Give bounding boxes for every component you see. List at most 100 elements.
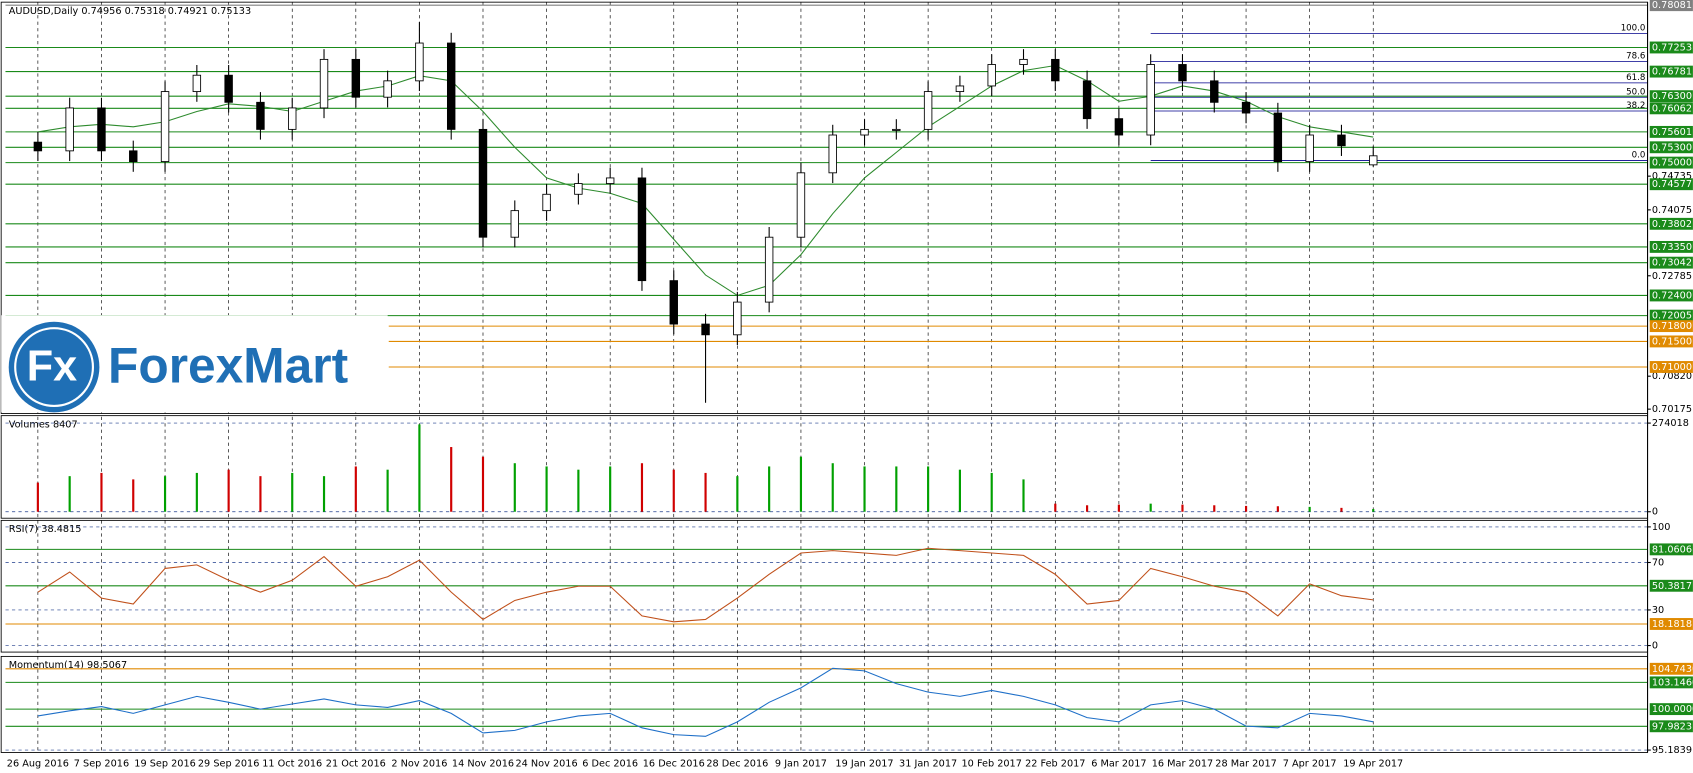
level-tag [1649, 579, 1693, 592]
volume-bar [227, 469, 230, 512]
volume-bar [704, 472, 707, 512]
candle-body [955, 85, 965, 93]
x-tick-label: 6 Dec 2016 [582, 758, 638, 769]
volume-bar [958, 469, 961, 512]
level-tag [1649, 65, 1693, 78]
volume-bar [1117, 504, 1120, 512]
volume-bar [418, 424, 421, 512]
x-tick-label: 16 Dec 2016 [643, 758, 705, 769]
level-label: 0.72005 [1652, 311, 1692, 322]
candle-body [319, 58, 329, 109]
level-label: 81.0606 [1652, 544, 1692, 555]
volume-bar [291, 472, 294, 512]
x-tick-label: 28 Dec 2016 [706, 758, 768, 769]
candle-body [574, 183, 583, 195]
candle-body [33, 141, 43, 152]
volume-bar [100, 472, 103, 512]
panel-title: Volumes 8407 [9, 419, 78, 430]
volume-bar [386, 469, 389, 512]
x-tick-label: 22 Feb 2017 [1025, 758, 1085, 769]
volume-bar [1213, 505, 1216, 512]
logo-name: ForexMart [108, 337, 348, 393]
volume-bar [1276, 506, 1279, 512]
volume-bar [1308, 506, 1311, 512]
logo-ring [14, 327, 95, 408]
fib-label: 100.0 [1621, 23, 1646, 33]
candle-body [733, 301, 742, 336]
x-tick-label: 7 Apr 2017 [1283, 758, 1337, 769]
candle-body [160, 91, 170, 163]
y-tick-label: 0.72785 [1652, 271, 1692, 282]
x-tick-label: 29 Sep 2016 [198, 758, 260, 769]
level-tag [1649, 309, 1693, 322]
candle-body [478, 128, 488, 238]
candle-body [923, 91, 933, 130]
level-label: 0.77253 [1652, 42, 1692, 53]
volume-bar [1340, 507, 1343, 512]
level-label: 0.73042 [1652, 258, 1692, 269]
level-tag [1649, 662, 1693, 675]
volume-bar [609, 466, 612, 512]
volume-bar [1086, 505, 1089, 512]
candle-body [351, 58, 361, 98]
volume-bar [322, 476, 326, 512]
fib-label: 61.8 [1626, 73, 1645, 83]
x-tick-label: 16 Mar 2017 [1152, 758, 1214, 769]
candle-body [669, 280, 678, 325]
y-tick-label: 274018 [1652, 418, 1689, 429]
volume-bar [768, 466, 771, 512]
candle-body [828, 134, 837, 174]
level-tag [1649, 703, 1693, 716]
candle-body [1051, 58, 1060, 82]
volume-bar [577, 469, 580, 512]
fib-label: 50.0 [1626, 87, 1645, 97]
y-tick-label: 0 [1652, 641, 1658, 652]
level-label: 0.71500 [1652, 336, 1692, 347]
x-tick-label: 14 Nov 2016 [452, 758, 514, 769]
volume-bar [640, 463, 644, 512]
level-label: 0.78081 [1652, 0, 1692, 11]
candle-body [542, 193, 551, 212]
x-tick-label: 11 Oct 2016 [262, 758, 322, 769]
x-tick-label: 19 Jan 2017 [835, 758, 893, 769]
level-tag [1649, 320, 1693, 333]
level-label: 0.75000 [1652, 158, 1692, 169]
candle-body [1146, 64, 1155, 136]
volume-bar [895, 466, 898, 512]
candle-body [97, 107, 106, 152]
level-tag [1649, 240, 1693, 253]
candle-body [446, 42, 456, 130]
candle-body [415, 42, 424, 82]
y-tick-label: 95.1839 [1652, 745, 1692, 756]
level-tag [1649, 141, 1693, 154]
level-tag [1649, 178, 1693, 191]
level-tag [1649, 90, 1693, 103]
indicator-line [37, 667, 1374, 737]
fib-label: 78.6 [1626, 52, 1645, 62]
candle-body [510, 210, 520, 238]
y-tick-label: 30 [1652, 605, 1664, 616]
x-tick-label: 21 Oct 2016 [326, 758, 386, 769]
volume-bar [481, 456, 485, 512]
x-tick-label: 10 Feb 2017 [962, 758, 1022, 769]
level-tag [1649, 720, 1693, 733]
candle-body [1178, 64, 1187, 82]
candle-body [129, 150, 138, 163]
candle-body [1273, 112, 1283, 163]
x-tick-label: 26 Aug 2016 [7, 758, 69, 769]
candle-body [987, 64, 996, 87]
volume-bar [1149, 503, 1152, 512]
x-tick-label: 28 Mar 2017 [1215, 758, 1277, 769]
volume-bar [513, 463, 516, 512]
panel-title: AUDUSD,Daily 0.74956 0.75318 0.74921 0.7… [9, 6, 251, 17]
y-tick-label: 0.74075 [1652, 205, 1692, 216]
x-tick-label: 19 Sep 2016 [134, 758, 196, 769]
volume-bar [1244, 505, 1248, 512]
volume-bar [863, 466, 866, 512]
level-tag [1649, 361, 1693, 373]
x-tick-label: 9 Jan 2017 [775, 758, 827, 769]
level-tag [1649, 41, 1693, 54]
level-label: 0.73802 [1652, 219, 1692, 230]
